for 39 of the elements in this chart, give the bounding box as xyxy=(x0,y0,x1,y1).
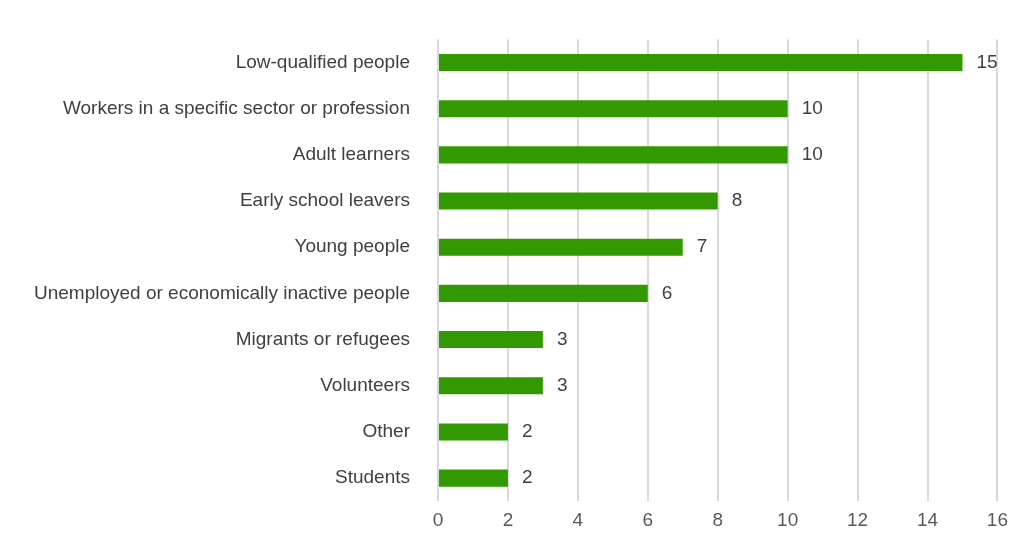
y-tick-label: Unemployed or economically inactive people xyxy=(34,281,410,303)
x-tick-label: 0 xyxy=(432,508,444,530)
data-label: 2 xyxy=(521,420,533,442)
bar xyxy=(438,423,508,441)
data-label: 10 xyxy=(801,143,823,165)
y-tick-label: Other xyxy=(362,420,411,442)
data-label: 15 xyxy=(976,50,998,72)
x-tick-label: 12 xyxy=(847,508,869,530)
bar xyxy=(438,53,963,72)
y-tick-label: Workers in a specific sector or profession xyxy=(62,96,410,118)
x-tick-label: 14 xyxy=(916,508,939,530)
x-tick-label: 6 xyxy=(642,508,654,530)
y-tick-label: Volunteers xyxy=(320,373,410,395)
bar xyxy=(438,469,508,487)
data-label: 7 xyxy=(696,235,708,257)
y-tick-label: Young people xyxy=(294,235,410,257)
x-tick-label: 8 xyxy=(712,508,723,530)
bar xyxy=(438,100,788,118)
bar xyxy=(438,331,543,349)
x-tick-label: 2 xyxy=(502,508,514,530)
data-label: 6 xyxy=(661,281,673,303)
y-tick-label: Migrants or refugees xyxy=(235,327,410,349)
data-label: 2 xyxy=(521,466,533,488)
y-tick-label: Adult learners xyxy=(292,143,410,165)
data-label: 3 xyxy=(556,373,568,395)
data-label: 8 xyxy=(731,189,743,211)
bar xyxy=(438,192,718,210)
bar xyxy=(438,284,648,302)
bar xyxy=(438,238,683,256)
x-tick-label: 16 xyxy=(986,508,1008,530)
y-tick-label: Students xyxy=(334,466,410,488)
bar xyxy=(438,146,788,164)
y-tick-label: Early school leavers xyxy=(239,189,410,211)
x-tick-label: 10 xyxy=(777,508,799,530)
data-label: 10 xyxy=(801,96,823,118)
bar xyxy=(438,377,543,395)
y-tick-label: Low-qualified people xyxy=(235,50,410,72)
data-label: 3 xyxy=(556,327,568,349)
x-tick-label: 4 xyxy=(572,508,584,530)
